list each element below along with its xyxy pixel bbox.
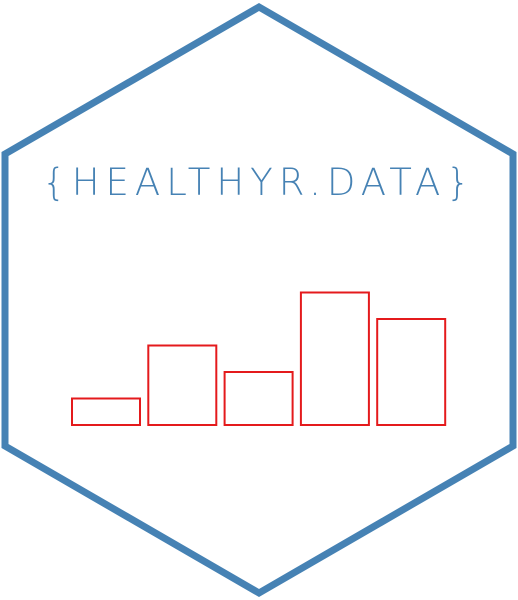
logo-bar-3 xyxy=(223,371,294,426)
logo-bar-1 xyxy=(71,397,141,426)
logo-bar-group xyxy=(71,291,447,426)
logo-title: {HEALTHYR.DATA} xyxy=(42,161,476,204)
logo-bar-2 xyxy=(147,344,218,426)
logo-bar-5 xyxy=(376,318,447,426)
logo-bar-4 xyxy=(299,291,370,426)
